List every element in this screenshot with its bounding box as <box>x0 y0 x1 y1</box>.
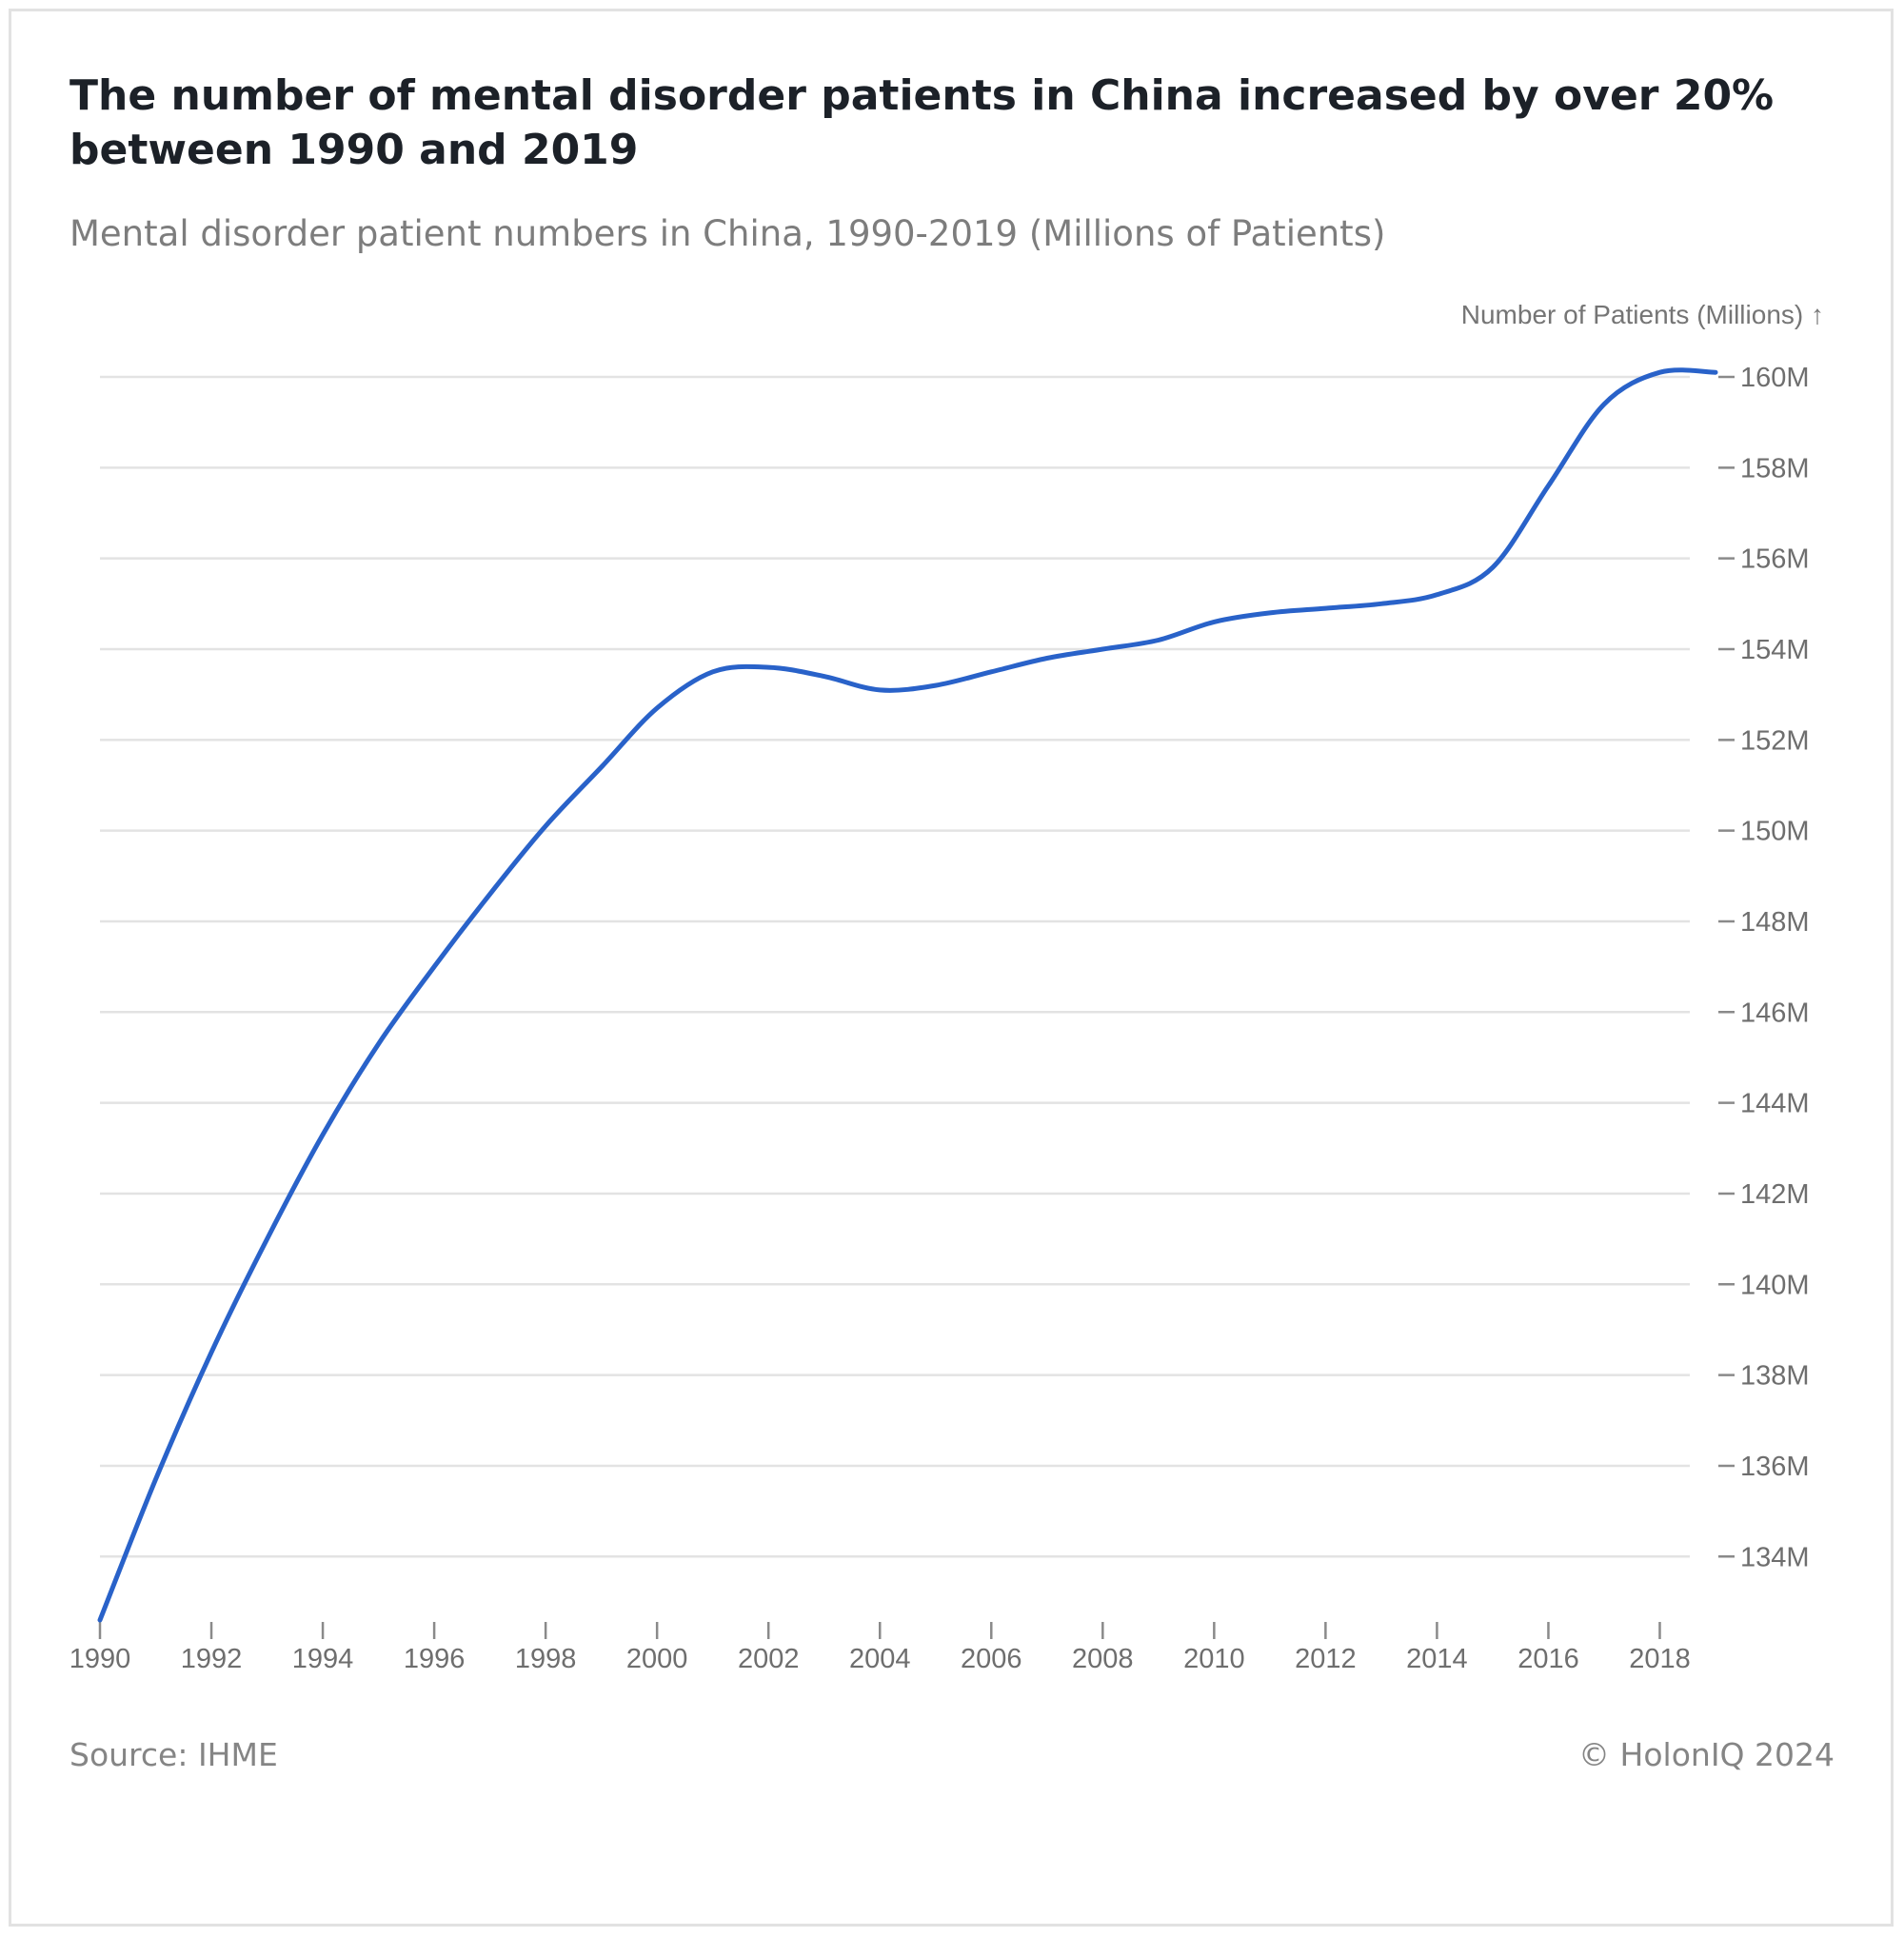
x-tick-label: 2004 <box>849 1644 911 1674</box>
y-tick-label: 150M <box>1740 817 1810 847</box>
source-note: Source: IHME <box>69 1736 278 1773</box>
x-tick-label: 1996 <box>404 1644 466 1674</box>
x-tick-label: 2006 <box>961 1644 1022 1674</box>
y-axis-label: Number of Patients (Millions) ↑ <box>1461 300 1824 329</box>
y-tick-label: 158M <box>1740 453 1810 484</box>
y-tick-label: 156M <box>1740 544 1810 575</box>
y-tick-label: 138M <box>1740 1361 1810 1392</box>
x-tick-label: 2018 <box>1629 1644 1691 1674</box>
y-tick-label: 148M <box>1740 907 1810 938</box>
y-tick-label: 142M <box>1740 1179 1810 1210</box>
x-tick-label: 2008 <box>1072 1644 1134 1674</box>
y-tick-label: 154M <box>1740 635 1810 665</box>
y-tick-label: 134M <box>1740 1542 1810 1572</box>
y-tick-label: 160M <box>1740 363 1810 393</box>
x-tick-label: 1992 <box>181 1644 243 1674</box>
x-tick-label: 2002 <box>738 1644 800 1674</box>
x-tick-label: 2012 <box>1295 1644 1357 1674</box>
y-tick-label: 140M <box>1740 1270 1810 1300</box>
x-tick-label: 2016 <box>1517 1644 1579 1674</box>
gridlines <box>100 375 1690 1558</box>
chart-title: The number of mental disorder patients i… <box>69 71 1775 174</box>
y-tick-label: 146M <box>1740 998 1810 1028</box>
chart-frame <box>9 9 1894 1927</box>
y-tick-label: 152M <box>1740 725 1810 756</box>
copyright-note: © HolonIQ 2024 <box>1578 1736 1835 1773</box>
y-tick-label: 144M <box>1740 1089 1810 1119</box>
y-axis-ticks: 134M 136M 138M 140M 142M 144M 146M 148M 150M 152M… <box>1718 363 1810 1572</box>
series-line <box>97 367 1718 1623</box>
x-tick-label: 1990 <box>69 1644 131 1674</box>
y-tick-label: 136M <box>1740 1452 1810 1482</box>
x-axis: 1990 1992 1994 1996 1998 2000 2002 2004 2006 2008… <box>69 1622 1691 1674</box>
x-tick-label: 2010 <box>1183 1644 1245 1674</box>
x-tick-label: 1994 <box>292 1644 354 1674</box>
x-tick-label: 1998 <box>515 1644 577 1674</box>
x-tick-label: 2014 <box>1406 1644 1468 1674</box>
chart-subtitle: Mental disorder patient numbers in China… <box>69 213 1386 254</box>
series-layer <box>97 367 1718 1623</box>
x-tick-label: 2000 <box>626 1644 688 1674</box>
